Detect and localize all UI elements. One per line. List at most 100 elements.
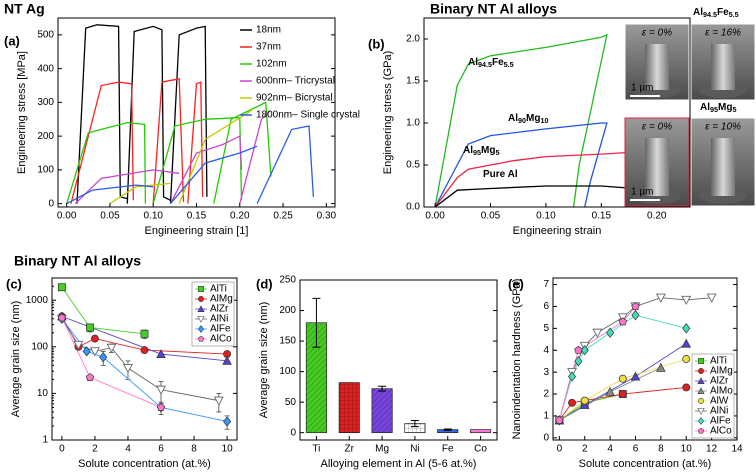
y-tick-label: 100 <box>279 366 296 377</box>
panel-title: NT Ag <box>4 1 45 17</box>
curve <box>434 33 608 207</box>
marker <box>555 415 564 424</box>
x-tick-label: 4 <box>125 444 131 455</box>
x-tick-label: 0.25 <box>273 211 293 222</box>
error-bar <box>443 428 452 431</box>
curve <box>76 24 208 204</box>
marker <box>681 338 692 348</box>
panel-label: (b) <box>368 36 385 51</box>
curve-label: Pure Al <box>483 169 518 180</box>
x-tick-label: 6 <box>633 444 639 455</box>
legend-label: AlTi <box>710 356 727 367</box>
curve <box>66 125 315 205</box>
plot-area <box>66 24 315 205</box>
marker <box>606 327 615 338</box>
plot-area <box>434 33 679 207</box>
x-tick-label: 10 <box>222 444 234 455</box>
pillar <box>711 44 735 90</box>
marker <box>656 362 666 372</box>
inset-label: ε = 0% <box>642 122 672 133</box>
x-tick-label: 0.10 <box>536 211 556 222</box>
marker <box>99 351 108 363</box>
marker <box>197 305 205 312</box>
y-tick-label: 1000 <box>26 295 49 306</box>
y-tick-label: 0 <box>48 198 54 209</box>
scale-bar-label: 1 µm <box>631 83 653 94</box>
legend-label: 37nm <box>256 42 281 53</box>
marker <box>697 377 705 384</box>
marker <box>156 385 166 395</box>
y-tick-label: 2.0 <box>406 34 420 45</box>
x-tick-label: 8 <box>658 444 664 455</box>
marker <box>213 396 224 406</box>
inset-label: ε = 10% <box>705 122 741 133</box>
y-tick-label: 400 <box>37 63 54 74</box>
legend-label: AlW <box>710 396 729 407</box>
marker <box>697 387 705 394</box>
y-tick-label: 0 <box>290 427 296 438</box>
marker <box>698 358 704 364</box>
marker <box>682 383 691 392</box>
marker <box>630 371 641 381</box>
marker <box>580 345 589 356</box>
y-axis-label: Engineering stress (GPa) <box>382 51 394 175</box>
x-tick-label: 0.15 <box>187 211 207 222</box>
y-axis-label: Average grain size (nm) <box>258 302 270 419</box>
marker <box>223 416 232 427</box>
inset-title: Al94.5Fe5.5 <box>693 7 739 19</box>
marker <box>698 398 704 404</box>
panel-title: Binary NT Al alloys <box>14 253 141 269</box>
marker <box>89 347 100 357</box>
x-tick-label: 0.30 <box>317 211 337 222</box>
x-tick-label: 0 <box>557 444 563 455</box>
legend-label: AlZr <box>710 376 729 387</box>
marker <box>579 400 590 409</box>
pillar <box>645 138 669 196</box>
legend-label: AlFe <box>210 324 231 335</box>
marker <box>574 345 583 354</box>
marker <box>86 323 94 332</box>
legend-label: 600nm– Tricrystal <box>256 76 335 87</box>
marker <box>57 313 67 322</box>
marker <box>682 323 691 334</box>
marker <box>697 417 705 425</box>
legend-label: 18nm <box>256 25 281 36</box>
series-line <box>61 286 145 335</box>
y-tick-label: 50 <box>285 397 297 408</box>
marker <box>618 390 627 398</box>
pillar <box>711 138 735 196</box>
marker <box>631 302 640 311</box>
y-tick-label: 1.0 <box>406 118 420 129</box>
x-tick-label: 0.20 <box>647 211 667 222</box>
axes-frame <box>299 279 498 441</box>
y-tick-label: 0.0 <box>406 202 420 213</box>
marker <box>682 355 691 363</box>
marker <box>123 364 133 374</box>
x-tick-label: Co <box>474 444 487 455</box>
marker <box>568 398 576 407</box>
legend-label: AlZr <box>210 304 229 315</box>
bar <box>470 429 492 434</box>
hatch <box>404 423 426 433</box>
error-bar <box>312 297 321 348</box>
x-tick-label: Fe <box>442 444 454 455</box>
marker <box>681 295 692 306</box>
marker <box>85 373 95 382</box>
x-tick-label: 0.05 <box>481 211 501 222</box>
marker <box>73 340 84 351</box>
panel-label: (e) <box>508 276 524 291</box>
x-axis-label: Engineering strain <box>513 225 602 237</box>
y-tick-label: 300 <box>37 97 54 108</box>
y-axis-label: Engineering stress [MPa] <box>16 51 28 174</box>
y-tick-label: 100 <box>37 165 54 176</box>
y-tick-label: 200 <box>37 131 54 142</box>
marker <box>197 315 205 323</box>
x-tick-label: 0.00 <box>425 211 445 222</box>
x-tick-label: 8 <box>191 444 197 455</box>
marker <box>57 283 66 292</box>
y-axis-label: Nanoindentation hardness (GPa) <box>511 279 523 440</box>
marker <box>197 335 205 342</box>
marker <box>222 355 232 365</box>
axes-frame <box>423 17 691 208</box>
legend-label: AlMg <box>710 366 733 377</box>
